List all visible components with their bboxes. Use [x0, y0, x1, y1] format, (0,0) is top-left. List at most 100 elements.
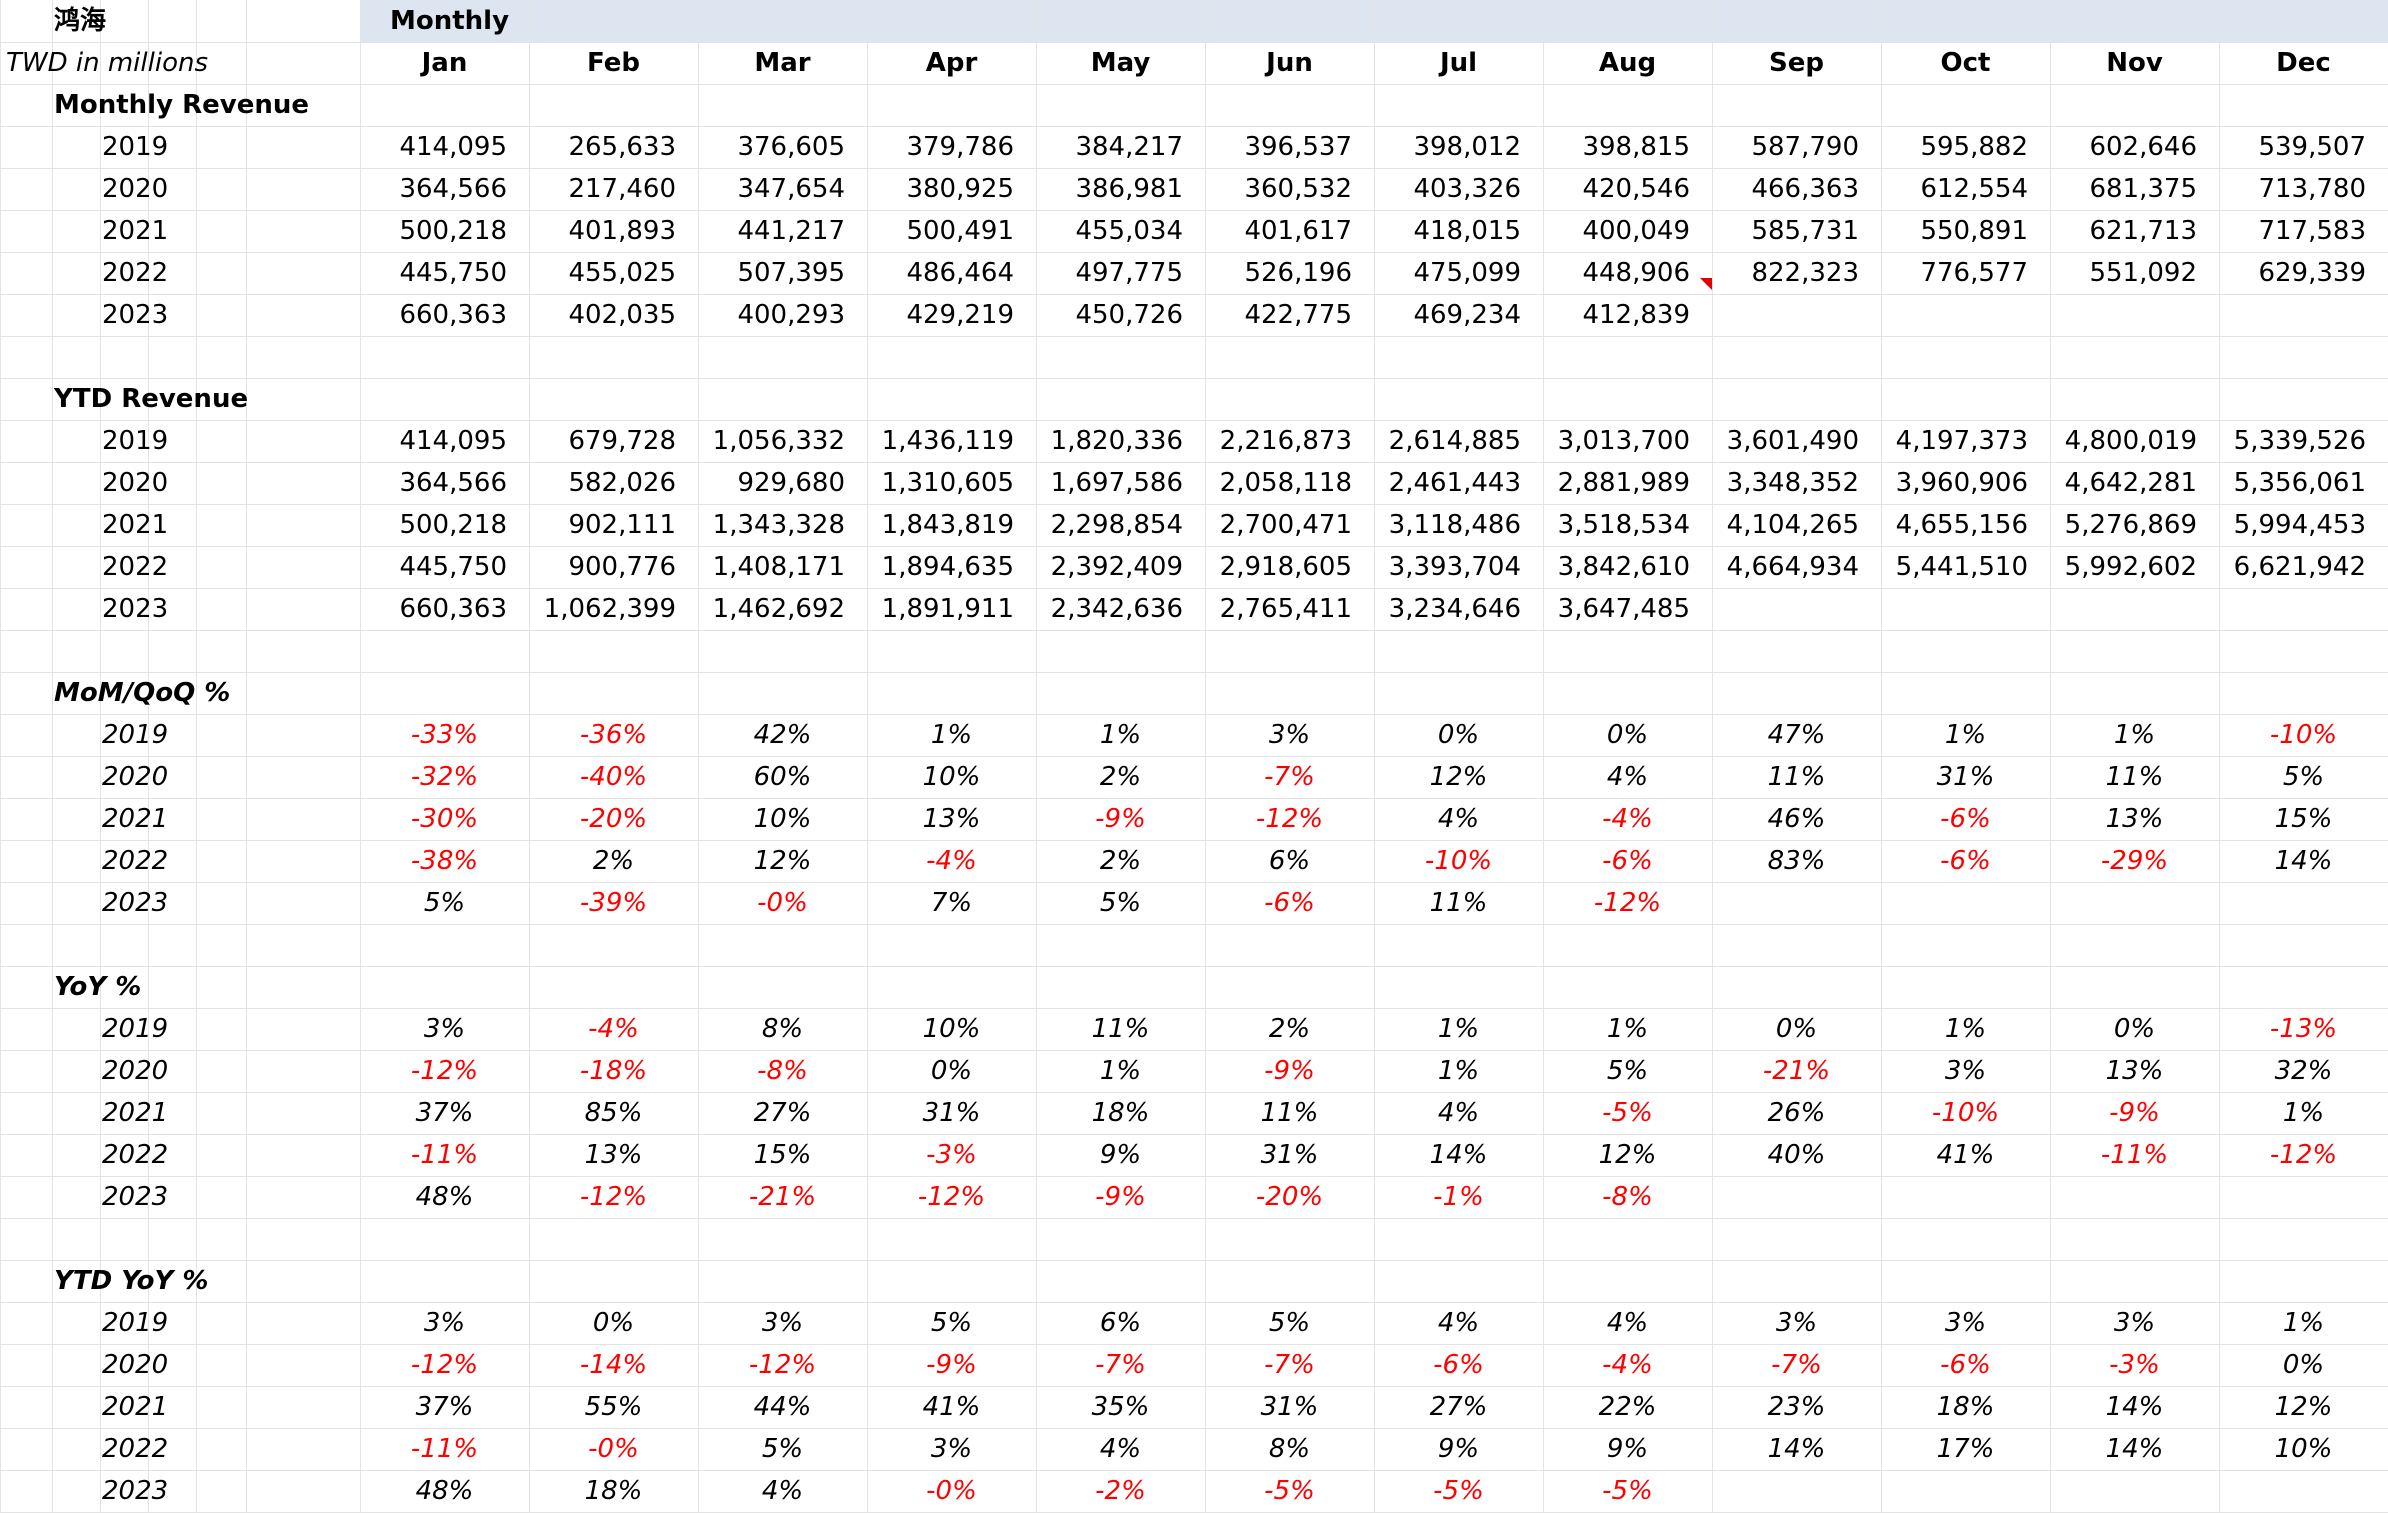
data-cell[interactable]: -12%	[1593, 888, 1662, 918]
row-label-year[interactable]: 2023	[102, 594, 169, 624]
data-cell[interactable]: 5,992,602	[2064, 552, 2197, 582]
data-cell[interactable]: 1%	[1099, 1056, 1142, 1086]
data-cell[interactable]: 14%	[2105, 1392, 2164, 1422]
data-cell[interactable]: 2%	[1099, 846, 1142, 876]
data-cell[interactable]: 660,363	[399, 300, 507, 330]
data-cell[interactable]: 1,843,819	[881, 510, 1014, 540]
row-label-year[interactable]: 2022	[102, 846, 169, 876]
data-cell[interactable]: -4%	[926, 846, 977, 876]
data-cell[interactable]: -9%	[926, 1350, 977, 1380]
data-cell[interactable]: 0%	[1606, 720, 1649, 750]
data-cell[interactable]: 4,197,373	[1895, 426, 2028, 456]
data-cell[interactable]: 403,326	[1413, 174, 1521, 204]
data-cell[interactable]: 2,392,409	[1050, 552, 1183, 582]
data-cell[interactable]: -8%	[757, 1056, 808, 1086]
data-cell[interactable]: 3%	[423, 1308, 466, 1338]
data-cell[interactable]: -12%	[1255, 804, 1324, 834]
data-cell[interactable]: 31%	[1936, 762, 1995, 792]
section-title-monthly_revenue[interactable]: Monthly Revenue	[54, 90, 309, 120]
data-cell[interactable]: -30%	[410, 804, 479, 834]
row-label-year[interactable]: 2022	[102, 1434, 169, 1464]
data-cell[interactable]: 539,507	[2258, 132, 2366, 162]
data-cell[interactable]: 1,310,605	[881, 468, 1014, 498]
data-cell[interactable]: 5,441,510	[1895, 552, 2028, 582]
data-cell[interactable]: -10%	[1931, 1098, 2000, 1128]
data-cell[interactable]: -29%	[2100, 846, 2169, 876]
data-cell[interactable]: 6,621,942	[2233, 552, 2366, 582]
data-cell[interactable]: 5,356,061	[2233, 468, 2366, 498]
data-cell[interactable]: 2,614,885	[1388, 426, 1521, 456]
data-cell[interactable]: -39%	[579, 888, 648, 918]
data-cell[interactable]: 3%	[1268, 720, 1311, 750]
data-cell[interactable]: 466,363	[1751, 174, 1859, 204]
data-cell[interactable]: 400,049	[1582, 216, 1690, 246]
data-cell[interactable]: 22%	[1598, 1392, 1657, 1422]
row-label-year[interactable]: 2023	[102, 1476, 169, 1506]
data-cell[interactable]: 9%	[1099, 1140, 1142, 1170]
data-cell[interactable]: 2,342,636	[1050, 594, 1183, 624]
data-cell[interactable]: 902,111	[568, 510, 676, 540]
data-cell[interactable]: 4%	[1099, 1434, 1142, 1464]
data-cell[interactable]: -10%	[2269, 720, 2338, 750]
data-cell[interactable]: 2,058,118	[1219, 468, 1352, 498]
data-cell[interactable]: -13%	[2269, 1014, 2338, 1044]
data-cell[interactable]: 1,820,336	[1050, 426, 1183, 456]
data-cell[interactable]: 2%	[1268, 1014, 1311, 1044]
data-cell[interactable]: 2,298,854	[1050, 510, 1183, 540]
data-cell[interactable]: 612,554	[1920, 174, 2028, 204]
row-label-year[interactable]: 2023	[102, 1182, 169, 1212]
data-cell[interactable]: 32%	[2274, 1056, 2333, 1086]
data-cell[interactable]: 10%	[922, 1014, 981, 1044]
data-cell[interactable]: -4%	[1602, 1350, 1653, 1380]
data-cell[interactable]: 13%	[922, 804, 981, 834]
data-cell[interactable]: 3%	[761, 1308, 804, 1338]
data-cell[interactable]: 85%	[584, 1098, 643, 1128]
month-header-sep[interactable]: Sep	[1769, 48, 1824, 78]
data-cell[interactable]: 412,839	[1582, 300, 1690, 330]
data-cell[interactable]: -12%	[2269, 1140, 2338, 1170]
data-cell[interactable]: 8%	[761, 1014, 804, 1044]
data-cell[interactable]: 3,348,352	[1726, 468, 1859, 498]
data-cell[interactable]: 9%	[1437, 1434, 1480, 1464]
data-cell[interactable]: -9%	[2109, 1098, 2160, 1128]
data-cell[interactable]: 3,393,704	[1388, 552, 1521, 582]
month-header-aug[interactable]: Aug	[1598, 48, 1657, 78]
data-cell[interactable]: -8%	[1602, 1182, 1653, 1212]
data-cell[interactable]: 3,960,906	[1895, 468, 2028, 498]
data-cell[interactable]: 679,728	[568, 426, 676, 456]
data-cell[interactable]: 13%	[584, 1140, 643, 1170]
data-cell[interactable]: 5,276,869	[2064, 510, 2197, 540]
data-cell[interactable]: 1%	[1437, 1014, 1480, 1044]
data-cell[interactable]: 414,095	[399, 426, 507, 456]
data-cell[interactable]: -11%	[2100, 1140, 2169, 1170]
data-cell[interactable]: -20%	[1255, 1182, 1324, 1212]
data-cell[interactable]: 486,464	[906, 258, 1014, 288]
data-cell[interactable]: -32%	[410, 762, 479, 792]
data-cell[interactable]: 9%	[1606, 1434, 1649, 1464]
data-cell[interactable]: 2,461,443	[1388, 468, 1521, 498]
data-cell[interactable]: -9%	[1095, 1182, 1146, 1212]
data-cell[interactable]: 1,343,328	[712, 510, 845, 540]
data-cell[interactable]: 37%	[415, 1098, 474, 1128]
data-cell[interactable]: 265,633	[568, 132, 676, 162]
data-cell[interactable]: 4%	[1606, 762, 1649, 792]
data-cell[interactable]: 1%	[2282, 1308, 2325, 1338]
row-label-year[interactable]: 2019	[102, 720, 169, 750]
data-cell[interactable]: 12%	[2274, 1392, 2333, 1422]
data-cell[interactable]: 379,786	[906, 132, 1014, 162]
data-cell[interactable]: -12%	[579, 1182, 648, 1212]
data-cell[interactable]: -14%	[579, 1350, 648, 1380]
data-cell[interactable]: 1%	[1437, 1056, 1480, 1086]
data-cell[interactable]: 31%	[1260, 1392, 1319, 1422]
data-cell[interactable]: 384,217	[1075, 132, 1183, 162]
data-cell[interactable]: 587,790	[1751, 132, 1859, 162]
data-cell[interactable]: 31%	[922, 1098, 981, 1128]
section-title-mom_qoq[interactable]: MoM/QoQ %	[54, 678, 231, 708]
data-cell[interactable]: 18%	[1091, 1098, 1150, 1128]
data-cell[interactable]: 822,323	[1751, 258, 1859, 288]
row-label-year[interactable]: 2022	[102, 552, 169, 582]
data-cell[interactable]: 26%	[1767, 1098, 1826, 1128]
data-cell[interactable]: 10%	[922, 762, 981, 792]
month-header-oct[interactable]: Oct	[1940, 48, 1991, 78]
data-cell[interactable]: 6%	[1268, 846, 1311, 876]
